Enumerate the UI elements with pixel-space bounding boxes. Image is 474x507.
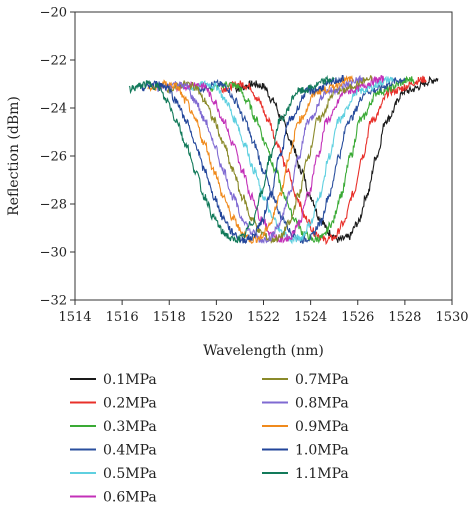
legend-label: 1.0MPa bbox=[295, 443, 349, 459]
x-tick-label: 1516 bbox=[106, 310, 139, 325]
legend-item: 0.6MPa bbox=[70, 490, 157, 506]
y-tick-label: −30 bbox=[40, 246, 67, 261]
y-axis-title: Reflection (dBm) bbox=[6, 96, 22, 216]
legend-label: 0.2MPa bbox=[103, 396, 157, 412]
x-tick-label: 1524 bbox=[294, 310, 327, 325]
legend-item: 0.7MPa bbox=[262, 372, 349, 388]
legend-label: 0.7MPa bbox=[295, 372, 349, 388]
series-layer bbox=[128, 74, 439, 246]
legend-label: 0.9MPa bbox=[295, 419, 349, 435]
series-line-0-6mpa bbox=[175, 75, 385, 244]
legend-label: 0.4MPa bbox=[103, 443, 157, 459]
legend: 0.1MPa 0.2MPa 0.3MPa 0.4MPa 0.5MPa 0.6MPa 0.7M… bbox=[70, 372, 349, 506]
legend-item: 0.2MPa bbox=[70, 396, 157, 412]
x-tick-label: 1520 bbox=[200, 310, 233, 325]
legend-label: 0.1MPa bbox=[103, 372, 157, 388]
series-line-1-1mpa bbox=[128, 74, 335, 244]
x-tick-label: 1514 bbox=[58, 310, 91, 325]
series-line-1-0mpa bbox=[138, 75, 345, 244]
legend-item: 0.4MPa bbox=[70, 443, 157, 459]
x-tick-label: 1518 bbox=[153, 310, 186, 325]
series-line-0-3mpa bbox=[208, 75, 415, 244]
legend-label: 0.8MPa bbox=[295, 396, 349, 412]
y-tick-label: −20 bbox=[40, 6, 67, 21]
legend-item: 0.5MPa bbox=[70, 466, 157, 482]
legend-label: 0.6MPa bbox=[103, 490, 157, 506]
y-tick-label: −32 bbox=[40, 294, 67, 309]
legend-label: 0.5MPa bbox=[103, 466, 157, 482]
ticks-layer: 1514 1516 1518 1520 1522 1524 1526 1528 1530 −20 −… bbox=[40, 6, 469, 326]
x-tick-label: 1522 bbox=[247, 310, 280, 325]
y-tick-label: −24 bbox=[40, 102, 67, 117]
x-axis-title: Wavelength (nm) bbox=[203, 343, 324, 359]
y-tick-label: −28 bbox=[40, 198, 67, 213]
legend-label: 1.1MPa bbox=[295, 466, 349, 482]
legend-item: 0.3MPa bbox=[70, 419, 157, 435]
legend-item: 0.1MPa bbox=[70, 372, 157, 388]
y-tick-label: −26 bbox=[40, 150, 67, 165]
series-line-0-2mpa bbox=[220, 75, 427, 246]
legend-item: 1.0MPa bbox=[262, 443, 349, 459]
y-tick-label: −22 bbox=[40, 54, 67, 69]
legend-item: 1.1MPa bbox=[262, 466, 349, 482]
x-tick-label: 1528 bbox=[388, 310, 421, 325]
series-line-0-1mpa bbox=[234, 75, 439, 243]
x-tick-label: 1530 bbox=[435, 310, 468, 325]
legend-item: 0.9MPa bbox=[262, 419, 349, 435]
legend-label: 0.3MPa bbox=[103, 419, 157, 435]
x-tick-label: 1526 bbox=[341, 310, 374, 325]
plot-frame bbox=[74, 11, 453, 301]
legend-item: 0.8MPa bbox=[262, 396, 349, 412]
